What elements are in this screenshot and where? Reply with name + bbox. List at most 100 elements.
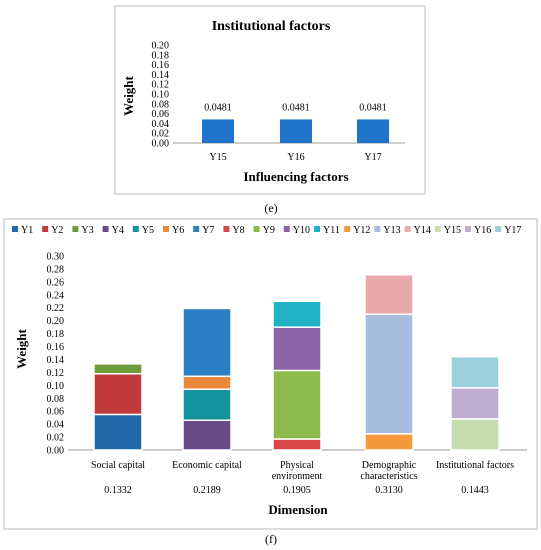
panel-e-y-tick-label: 0.04 [152, 119, 170, 130]
legend-swatch-y15 [434, 226, 441, 232]
panel-f-y-tick-label: 0.30 [47, 252, 65, 263]
legend-swatch-y16 [465, 226, 471, 232]
panel-f-ylabel: Weight [14, 328, 29, 368]
panel-f-legend: Y1 Y2 Y3 Y4 Y5 Y6 Y7 Y8 Y9 Y10 Y11 Y12 Y13 Y14 Y15 Y16 Y… [12, 225, 521, 236]
panel-f-stack-5 [450, 355, 500, 451]
panel-e: Institutional factors Weight 0.000.020.0… [114, 5, 426, 195]
legend-label-y10: Y10 [293, 225, 310, 236]
legend-label-y1: Y1 [21, 225, 33, 236]
legend-swatch-y8 [223, 226, 230, 232]
panel-f-total-label: 0.1905 [283, 485, 311, 496]
panel-f: Y1 Y2 Y3 Y4 Y5 Y6 Y7 Y8 Y9 Y10 Y11 Y12 Y13 Y14 Y15 Y16 Y… [3, 218, 538, 530]
panel-f-frame [3, 218, 538, 530]
panel-f-y-tick-label: 0.14 [47, 355, 65, 366]
panel-f-label: (f) [265, 532, 277, 546]
panel-f-y-tick-label: 0.22 [47, 303, 65, 314]
panel-f-x-tick-label: Institutional factors [436, 460, 514, 471]
legend-swatch-y10 [283, 226, 290, 232]
panel-f-stack-4 [364, 274, 414, 451]
legend-label-y15: Y15 [444, 225, 461, 236]
panel-f-segment-y8 [272, 438, 322, 451]
legend-label-y13: Y13 [383, 225, 400, 236]
panel-f-x-tick-label: Demographic [362, 460, 417, 471]
panel-f-y-tick-label: 0.04 [47, 420, 65, 431]
legend-label-y8: Y8 [232, 225, 244, 236]
panel-f-segment-y16 [450, 387, 500, 420]
panel-e-value-label: 0.0481 [359, 102, 387, 113]
legend-swatch-y4 [102, 226, 109, 232]
panel-f-y-tick-label: 0.00 [47, 446, 65, 457]
legend-label-y2: Y2 [51, 225, 63, 236]
panel-f-y-tick-label: 0.06 [47, 407, 65, 418]
panel-f-y-tick-label: 0.08 [47, 394, 65, 405]
panel-e-ylabel: Weight [121, 75, 136, 115]
panel-f-x-ticks: Social capital 0.1332 Economic capital 0.21… [91, 460, 514, 496]
legend-swatch-y17 [495, 226, 502, 232]
panel-f-segment-y10 [272, 326, 322, 372]
panel-f-y-tick-label: 0.16 [47, 342, 65, 353]
panel-f-y-tick-label: 0.10 [47, 381, 65, 392]
panel-e-y-tick-label: 0.18 [152, 50, 170, 61]
legend-swatch-y11 [314, 226, 320, 232]
panel-f-y-tick-label: 0.18 [47, 329, 65, 340]
panel-e-y-tick-label: 0.14 [152, 70, 170, 81]
panel-f-total-label: 0.1332 [104, 485, 132, 496]
panel-f-total-label: 0.2189 [193, 485, 221, 496]
panel-f-segment-y15 [450, 418, 500, 451]
panel-e-bar-y16 [280, 119, 312, 143]
panel-f-y-tick-label: 0.26 [47, 277, 65, 288]
panel-e-y-tick-label: 0.02 [152, 129, 170, 140]
panel-f-y-tick-label: 0.12 [47, 368, 65, 379]
panel-f-total-label: 0.3130 [375, 485, 403, 496]
legend-swatch-y1 [12, 226, 18, 232]
panel-f-stack-2 [182, 307, 232, 451]
legend-label-y5: Y5 [142, 225, 154, 236]
panel-f-x-tick-label: Economic capital [172, 460, 242, 471]
panel-f-y-tick-label: 0.20 [47, 316, 65, 327]
panel-f-y-tick-label: 0.28 [47, 264, 65, 275]
legend-swatch-y14 [404, 226, 411, 232]
panel-f-bars [93, 274, 500, 451]
panel-e-y-tick-label: 0.16 [152, 60, 170, 71]
panel-f-x-tick-label: characteristics [360, 471, 417, 482]
panel-f-segment-y3 [93, 363, 143, 375]
legend-swatch-y5 [132, 226, 139, 232]
panel-f-x-tick-label: Social capital [91, 460, 145, 471]
legend-label-y4: Y4 [112, 225, 124, 236]
panel-e-bar-y17 [357, 119, 389, 143]
panel-e-y-tick-label: 0.20 [152, 41, 170, 52]
legend-swatch-y6 [163, 226, 169, 232]
legend-swatch-y7 [193, 226, 200, 232]
panel-e-frame [114, 5, 426, 195]
panel-e-x-ticks: Y15 Y16 Y17 [209, 152, 381, 163]
panel-f-segment-y7 [182, 307, 232, 378]
panel-e-bars: 0.0481 0.0481 0.0481 [202, 102, 389, 143]
panel-e-y-tick-label: 0.10 [152, 90, 170, 101]
panel-f-segment-y1 [93, 413, 143, 451]
panel-e-value-label: 0.0481 [204, 102, 232, 113]
panel-e-y-tick-label: 0.08 [152, 99, 170, 110]
legend-swatch-y13 [374, 226, 381, 232]
legend-swatch-y12 [344, 226, 351, 232]
panel-f-segment-y12 [364, 433, 414, 451]
panel-e-y-tick-label: 0.12 [152, 80, 170, 91]
legend-label-y14: Y14 [414, 225, 431, 236]
panel-f-segment-y11 [272, 300, 322, 328]
panel-f-xlabel: Dimension [268, 502, 328, 517]
legend-label-y12: Y12 [353, 225, 370, 236]
panel-e-x-tick-label: Y15 [209, 152, 226, 163]
panel-f-y-tick-label: 0.02 [47, 433, 65, 444]
legend-label-y7: Y7 [202, 225, 214, 236]
legend-swatch-y2 [42, 226, 49, 232]
panel-f-stack-1 [93, 363, 143, 451]
panel-f-segment-y17 [450, 355, 500, 389]
panel-e-y-tick-label: 0.06 [152, 109, 170, 120]
panel-e-label: (e) [264, 201, 277, 215]
panel-e-x-tick-label: Y16 [287, 152, 304, 163]
legend-swatch-y3 [72, 226, 79, 232]
panel-f-x-tick-label: environment [272, 471, 323, 482]
panel-e-xlabel: Influencing factors [243, 169, 348, 184]
panel-f-segment-y2 [93, 372, 143, 416]
panel-f-segment-y13 [364, 313, 414, 435]
